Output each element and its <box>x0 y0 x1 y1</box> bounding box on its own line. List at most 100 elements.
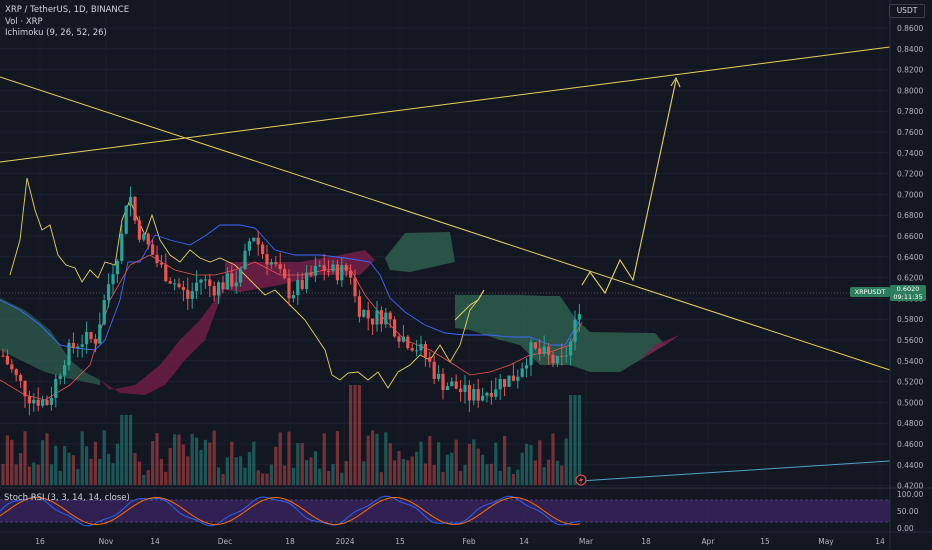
volume-bar <box>199 450 203 485</box>
time-axis-label: 14 <box>875 537 885 546</box>
candle-body <box>529 342 533 366</box>
lightning-icon[interactable] <box>575 474 587 486</box>
candle-body <box>533 342 537 349</box>
candle-body <box>261 244 265 255</box>
candle-body <box>27 396 31 404</box>
volume-bar <box>327 471 331 485</box>
volume-bar <box>476 448 480 485</box>
candle-body <box>111 274 115 285</box>
volume-bar <box>195 437 199 485</box>
rsi-axis-label: 50.00 <box>897 507 919 516</box>
candle-body <box>379 310 383 325</box>
volume-bar <box>243 467 247 485</box>
volume-bar <box>428 436 432 485</box>
candle-body <box>375 310 379 325</box>
currency-selector[interactable]: USDT <box>889 4 925 18</box>
volume-bar <box>569 395 573 485</box>
volume-bar <box>63 445 67 485</box>
volume-bar <box>164 471 168 485</box>
candle-body <box>511 375 515 381</box>
candle-body <box>503 379 507 387</box>
candle-body <box>366 310 370 319</box>
candle-body <box>384 312 388 325</box>
volume-bar <box>14 464 18 485</box>
candle-body <box>300 279 304 289</box>
candle-body <box>542 346 546 354</box>
volume-bar <box>265 473 269 485</box>
volume-bar <box>36 464 40 485</box>
candle-body <box>151 244 155 255</box>
volume-bar <box>296 443 300 485</box>
candle-body <box>164 264 168 282</box>
stoch-rsi-legend[interactable]: Stoch RSI (3, 3, 14, 14, close) <box>4 493 130 503</box>
price-axis-label: 0.7400 <box>897 149 923 158</box>
volume-bar <box>5 435 9 485</box>
candle-body <box>349 270 353 278</box>
volume-bar <box>234 457 238 485</box>
candle-body <box>5 355 9 365</box>
candle-body <box>45 399 49 405</box>
time-axis[interactable]: 16 Nov 14 Dec 18 2024 15 Feb 14 Mar 18 Apr 15 May 14 <box>35 537 885 546</box>
cloud-segment-bear <box>100 282 225 395</box>
volume-bar <box>181 444 185 485</box>
candle-body <box>454 381 458 389</box>
candle-body <box>525 365 529 369</box>
volume-bar <box>120 415 124 485</box>
volume-bar <box>516 469 520 485</box>
candle-body <box>423 344 427 357</box>
time-axis-label: 15 <box>395 537 405 546</box>
volume-bar <box>111 463 115 485</box>
candle-body <box>225 273 229 290</box>
candle-body <box>283 268 287 279</box>
volume-legend[interactable]: Vol · XRP <box>5 17 43 27</box>
volume-bar <box>538 440 542 485</box>
volume-bar <box>32 462 36 485</box>
candle-body <box>445 386 449 391</box>
volume-bar <box>489 463 493 485</box>
volume-bar <box>384 432 388 485</box>
volume-bar <box>494 442 498 485</box>
candle-body <box>155 254 159 263</box>
time-axis-label: 2024 <box>335 537 354 546</box>
candle-body <box>397 336 401 342</box>
candle-body <box>344 265 348 271</box>
candle-body <box>463 385 467 393</box>
volume-bar <box>80 431 84 485</box>
trend-drawings[interactable] <box>0 46 891 482</box>
volume-bar <box>371 430 375 485</box>
candle-body <box>313 265 317 276</box>
candle-body <box>318 265 322 267</box>
candle-body <box>305 272 309 289</box>
candle-body <box>243 250 247 270</box>
ichimoku-legend[interactable]: Ichimoku (9, 26, 52, 26) <box>5 28 107 38</box>
projection-start <box>454 289 485 321</box>
candle-body <box>102 300 106 325</box>
descending-trendline <box>0 76 891 371</box>
volume-bar <box>555 460 559 485</box>
symbol-title[interactable]: XRP / TetherUS, 1D, BINANCE <box>5 5 130 15</box>
candle-body <box>221 282 225 290</box>
candle-body <box>274 262 278 265</box>
volume-bar <box>423 463 427 485</box>
volume-bar <box>393 460 397 485</box>
upper-trendline <box>0 46 891 163</box>
volume-bar <box>481 454 485 485</box>
candle-body <box>577 313 581 320</box>
volume-bar <box>10 439 14 485</box>
candle-body <box>564 355 568 357</box>
price-axis-label: 0.5000 <box>897 398 923 407</box>
candle-body <box>159 262 163 265</box>
price-axis[interactable]: 0.8600 0.8400 0.8200 0.8000 0.7800 0.7600 0.74… <box>897 24 923 491</box>
volume-bar <box>71 455 75 485</box>
candle-body <box>186 289 190 299</box>
time-axis-label: 14 <box>519 537 529 546</box>
candle-body <box>234 282 238 287</box>
candle-body <box>476 389 480 401</box>
candle-body <box>406 336 410 349</box>
candle-body <box>296 279 300 296</box>
volume-bar <box>54 445 58 485</box>
volume-bar <box>1 464 5 485</box>
candle-body <box>168 281 172 284</box>
price-axis-label: 0.5200 <box>897 378 923 387</box>
